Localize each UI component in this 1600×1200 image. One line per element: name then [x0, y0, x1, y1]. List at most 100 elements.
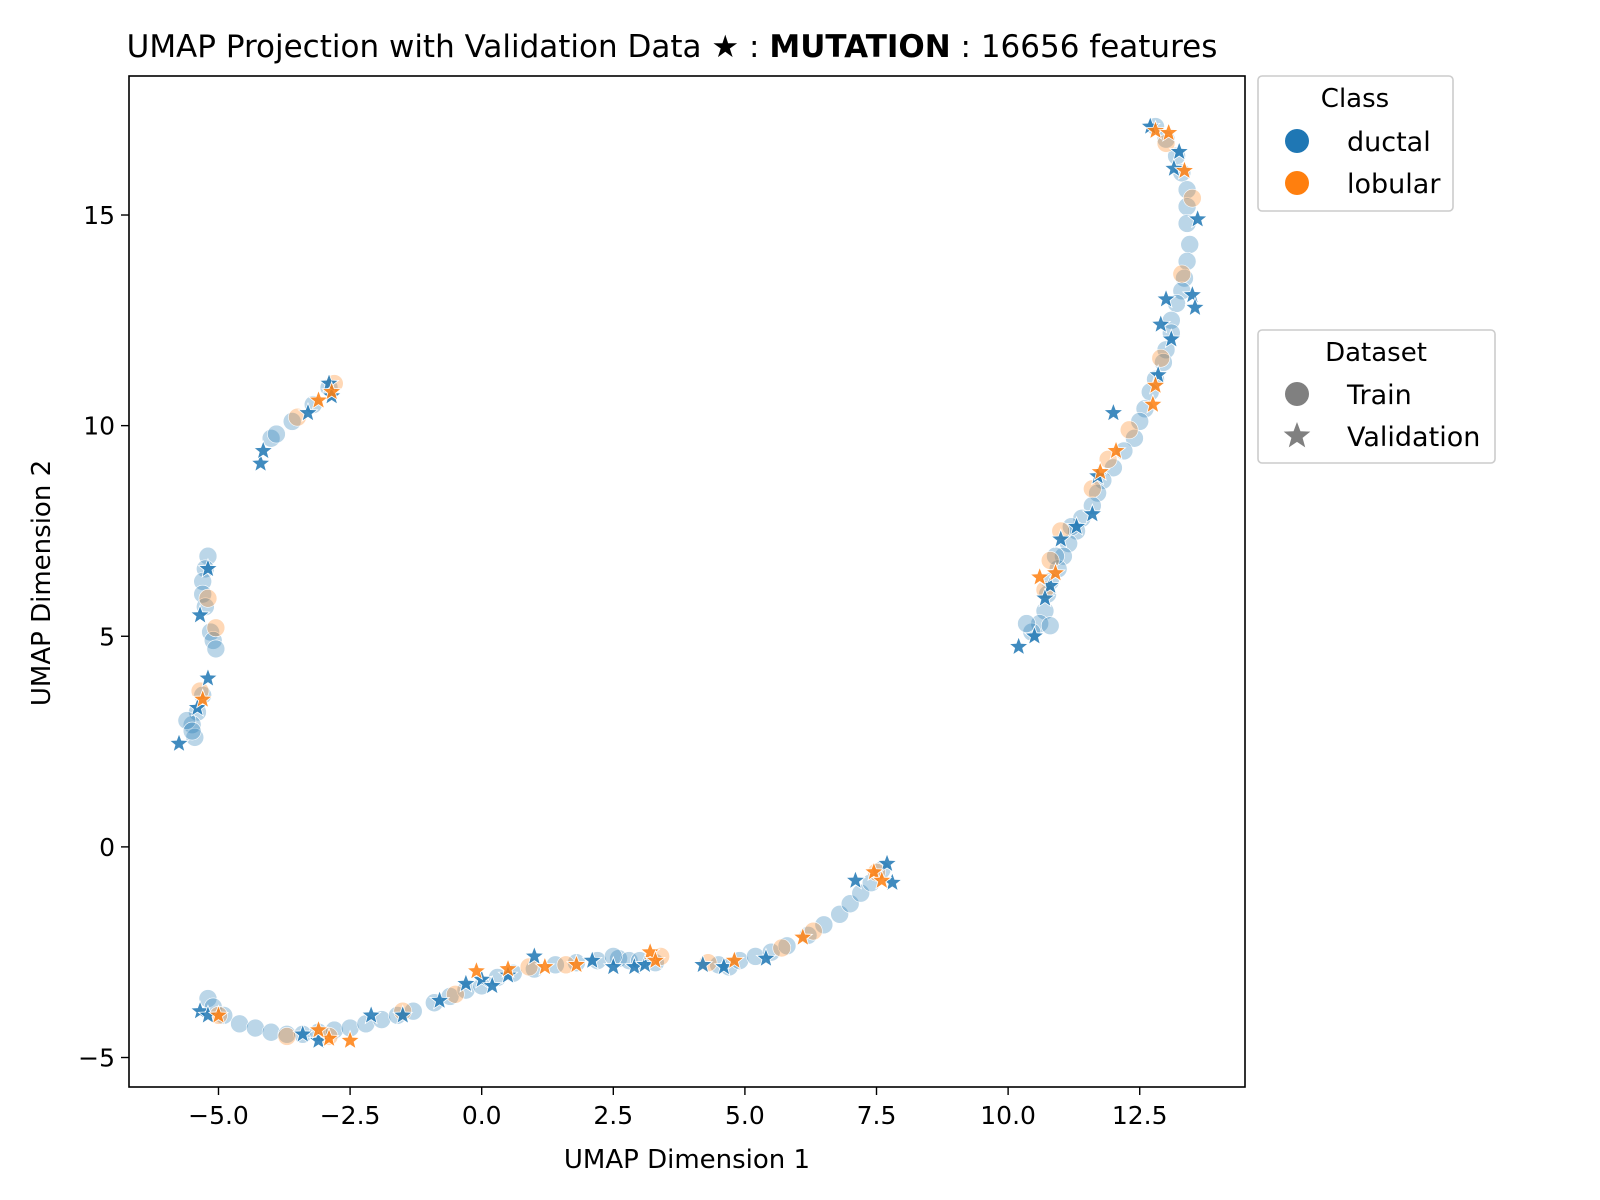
train-point-ductal: [182, 721, 202, 741]
train-point-ductal: [851, 883, 871, 903]
y-tick-label: 10: [83, 412, 115, 441]
validation-point-lobular: [639, 941, 661, 962]
validation-point-lobular: [1029, 566, 1051, 587]
x-axis-label: UMAP Dimension 1: [564, 1145, 810, 1175]
validation-point-ductal: [197, 557, 219, 578]
validation-point-lobular: [644, 949, 667, 970]
validation-point-ductal: [755, 947, 777, 968]
x-tick-label: 12.5: [1112, 1101, 1168, 1130]
validation-point-ductal: [428, 989, 451, 1010]
legend-ductal-label: ductal: [1347, 127, 1431, 158]
train-point-ductal: [230, 1014, 249, 1034]
train-point-lobular: [1172, 264, 1192, 284]
validation-point-lobular: [192, 688, 214, 709]
validation-point-lobular: [339, 1029, 361, 1050]
validation-point-ductal: [1081, 502, 1103, 524]
validation-point-lobular: [565, 953, 588, 974]
legend-ductal-marker: [1285, 129, 1309, 153]
train-point-ductal: [1130, 412, 1150, 431]
train-point-lobular: [277, 1027, 297, 1046]
y-tick-label: 5: [99, 622, 115, 651]
validation-point-lobular: [534, 955, 556, 976]
validation-point-ductal: [1160, 328, 1182, 349]
chart-title-suffix: : 16656 features: [951, 29, 1218, 65]
data-points: [168, 115, 1209, 1050]
x-tick-label: 5.0: [725, 1101, 765, 1130]
validation-point-lobular: [465, 960, 488, 981]
chart-title-bold: MUTATION: [769, 29, 950, 65]
validation-point-ductal: [1065, 515, 1088, 536]
y-tick-label: 0: [99, 833, 115, 862]
legend-lobular-label: lobular: [1347, 169, 1441, 200]
train-point-lobular: [1151, 348, 1171, 368]
validation-point-ductal: [1155, 288, 1177, 309]
validation-point-ductal: [1184, 296, 1206, 317]
chart-title-prefix: UMAP Projection with Validation Data ★ :: [127, 29, 770, 65]
validation-point-ductal: [455, 972, 477, 993]
validation-point-ductal: [168, 732, 190, 753]
y-axis-ticks: −5 0 5 10 15: [78, 201, 129, 1073]
x-tick-label: −5.0: [188, 1101, 249, 1130]
train-point-ductal: [261, 1022, 281, 1042]
y-tick-label: −5: [78, 1044, 115, 1073]
legend-validation-marker: [1283, 422, 1311, 448]
validation-point-ductal: [602, 955, 624, 976]
train-point-lobular: [1119, 420, 1139, 440]
validation-point-ductal: [189, 604, 211, 625]
validation-point-ductal: [523, 945, 545, 966]
validation-point-lobular: [863, 861, 885, 882]
train-point-lobular: [519, 957, 539, 977]
legend-dataset-title: Dataset: [1325, 338, 1427, 368]
validation-point-lobular: [307, 1018, 330, 1040]
legend-train-marker: [1285, 382, 1309, 406]
validation-point-lobular: [723, 949, 745, 970]
y-tick-label: 15: [83, 201, 115, 230]
train-point-ductal: [777, 936, 797, 956]
validation-point-ductal: [844, 869, 867, 890]
train-point-lobular: [1183, 188, 1202, 208]
train-point-lobular: [446, 985, 465, 1004]
validation-point-lobular: [1089, 460, 1111, 481]
validation-point-ductal: [392, 1004, 414, 1025]
x-tick-label: 7.5: [857, 1101, 897, 1130]
validation-point-lobular: [1142, 393, 1164, 414]
train-point-lobular: [206, 618, 226, 638]
x-tick-label: −2.5: [320, 1101, 381, 1130]
validation-point-lobular: [1144, 119, 1167, 140]
validation-point-ductal: [1147, 363, 1169, 385]
validation-point-ductal: [1187, 208, 1209, 229]
validation-point-ductal: [1168, 140, 1190, 161]
validation-point-ductal: [1181, 283, 1203, 305]
train-point-ductal: [246, 1018, 265, 1038]
x-tick-label: 2.5: [593, 1101, 633, 1130]
chart-title: UMAP Projection with Validation Data ★ :…: [127, 29, 1218, 65]
validation-point-lobular: [792, 926, 814, 947]
train-point-ductal: [1040, 616, 1060, 636]
validation-point-ductal: [292, 1023, 314, 1044]
validation-point-ductal: [360, 1004, 382, 1025]
validation-point-ductal: [1163, 157, 1185, 178]
train-point-ductal: [830, 904, 849, 924]
validation-point-lobular: [1173, 159, 1196, 180]
train-point-ductal: [814, 915, 834, 935]
train-point-lobular: [772, 938, 792, 958]
legend-validation-label: Validation: [1347, 422, 1480, 453]
train-point-ductal: [1054, 546, 1073, 566]
train-point-ductal: [840, 894, 860, 914]
validation-point-ductal: [1150, 313, 1172, 334]
train-point-ductal: [206, 639, 226, 659]
validation-point-lobular: [871, 869, 893, 890]
train-point-ductal: [1017, 614, 1036, 633]
validation-point-ductal: [1034, 587, 1056, 608]
x-axis-ticks: −5.0 −2.5 0.0 2.5 5.0 7.5 10.0 12.5: [188, 1087, 1168, 1130]
legend-train-label: Train: [1346, 380, 1412, 411]
validation-point-lobular: [1105, 439, 1127, 460]
validation-point-ductal: [252, 439, 274, 460]
validation-point-ductal: [197, 667, 219, 688]
validation-point-ductal: [692, 953, 714, 974]
train-point-ductal: [1180, 235, 1200, 254]
validation-point-ductal: [318, 372, 340, 393]
validation-point-lobular: [321, 380, 343, 401]
legend-dataset-frame: [1257, 329, 1496, 464]
